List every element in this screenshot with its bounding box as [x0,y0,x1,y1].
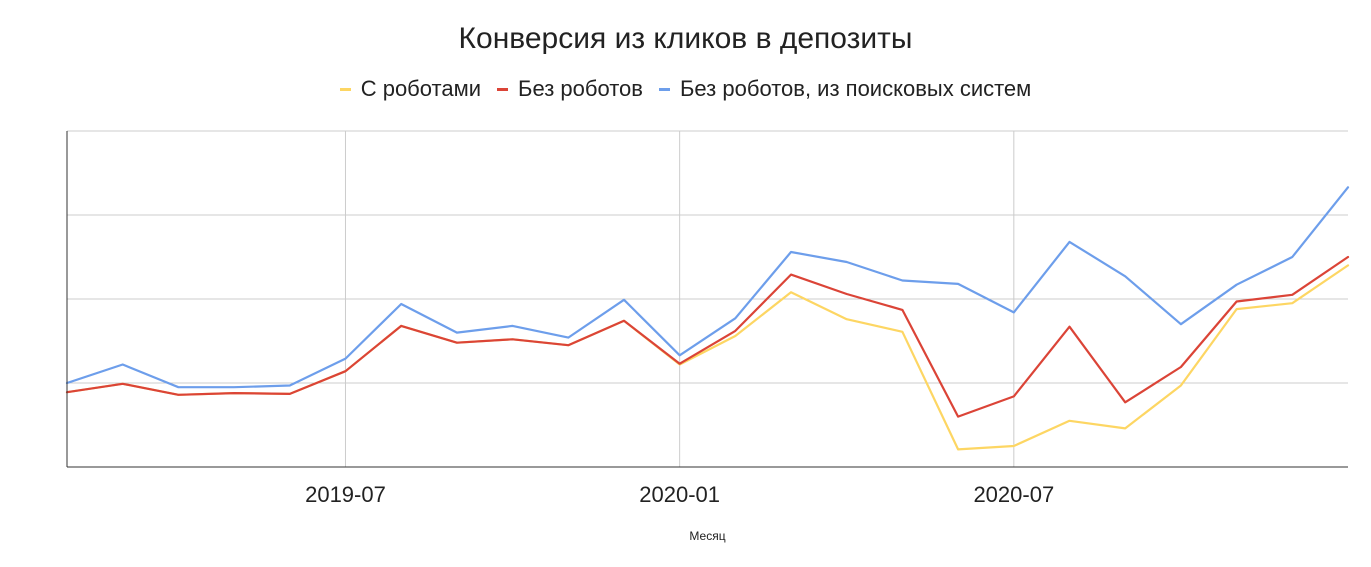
legend-item-without-robots[interactable]: Без роботов [497,76,643,102]
x-axis-label: Месяц [689,529,725,543]
series-line-0 [65,264,1350,451]
legend-label-search-engines: Без роботов, из поисковых систем [679,76,1032,101]
x-tick-label: 2019-07 [305,482,386,507]
legend-item-with-robots[interactable]: С роботами [339,76,482,102]
legend-item-search-engines[interactable]: Без роботов, из поисковых систем [658,76,1032,102]
series-lines [65,186,1350,451]
grid [67,130,1348,467]
chart-title: Конверсия из кликов в депозиты [458,22,913,55]
legend-label-without-robots: Без роботов [518,76,643,101]
legend: С роботами Без роботов Без роботов, из п… [0,76,1371,102]
series-line-2 [65,186,1350,389]
axes [66,131,1348,468]
legend-swatch-search-engines [658,87,670,91]
series-line-1 [65,255,1350,418]
legend-label-with-robots: С роботами [360,76,482,101]
x-tick-label: 2020-01 [639,482,720,507]
legend-swatch-without-robots [497,87,509,91]
x-tick-label: 2020-07 [973,482,1054,507]
x-tick-labels: 2019-07 2020-01 2020-07 [305,482,1054,507]
legend-swatch-with-robots [339,87,351,91]
